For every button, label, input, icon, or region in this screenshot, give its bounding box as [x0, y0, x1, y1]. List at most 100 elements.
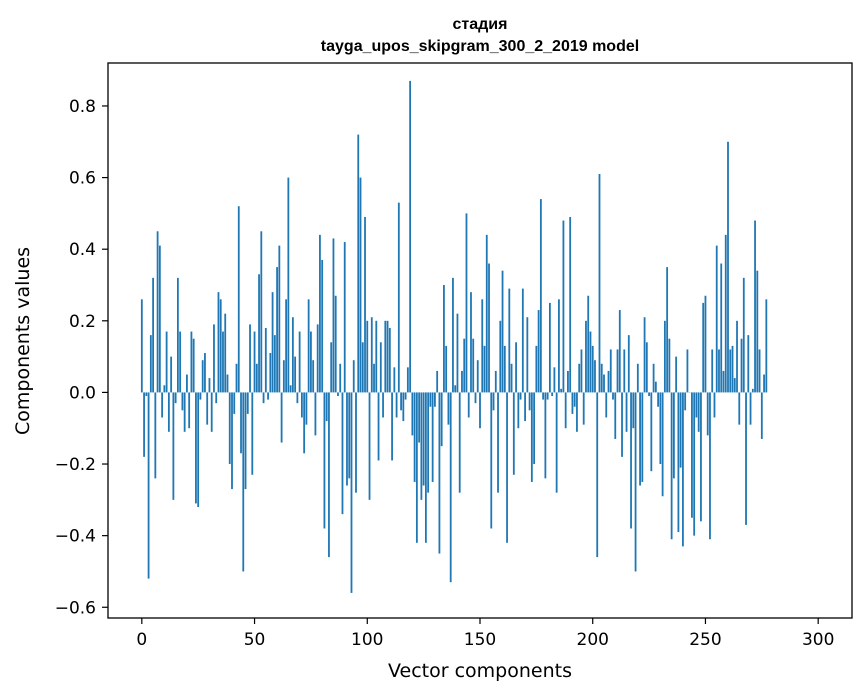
bar: [731, 345, 734, 393]
bar: [706, 392, 709, 436]
bar: [431, 392, 434, 482]
bar: [246, 392, 249, 414]
bar: [154, 392, 157, 479]
bar: [675, 356, 678, 393]
bar: [720, 263, 723, 393]
bar: [305, 392, 308, 425]
bar: [508, 288, 511, 393]
bar: [147, 392, 150, 579]
bar: [571, 392, 574, 414]
bar: [172, 392, 175, 500]
x-axis-label: Vector components: [388, 660, 572, 682]
x-tick-label: 250: [689, 630, 721, 650]
bar: [740, 338, 743, 393]
bar: [598, 174, 601, 393]
bar: [519, 392, 522, 400]
bar: [226, 374, 229, 393]
bar: [693, 392, 696, 536]
bar: [738, 392, 741, 425]
bar: [296, 392, 299, 404]
bar: [564, 392, 567, 429]
bar: [379, 342, 382, 393]
bar: [594, 360, 596, 393]
bar: [210, 392, 213, 432]
bar: [465, 213, 468, 393]
bar: [228, 392, 231, 465]
bar: [294, 356, 297, 393]
bar: [510, 363, 513, 393]
bar: [704, 295, 707, 393]
bar: [684, 392, 687, 411]
bar: [758, 349, 761, 393]
bar: [158, 245, 161, 393]
bar: [242, 392, 245, 572]
bar: [567, 370, 569, 393]
bar: [343, 242, 346, 393]
bar: [163, 385, 166, 393]
bar: [576, 392, 578, 432]
bar: [330, 342, 333, 393]
bar: [679, 392, 682, 468]
bar: [312, 360, 315, 393]
y-tick-label: 0.8: [69, 97, 96, 117]
bar: [287, 177, 290, 393]
bar: [361, 342, 364, 393]
x-tick-label: 0: [136, 630, 147, 650]
y-tick-label: −0.6: [55, 598, 96, 618]
bar: [521, 288, 524, 393]
bar: [440, 392, 443, 447]
bar: [443, 285, 445, 393]
chart-title-line1: стадия: [453, 16, 508, 33]
bar: [648, 392, 650, 396]
bar: [467, 392, 470, 418]
bar: [763, 374, 765, 393]
bar: [670, 392, 673, 540]
bar: [235, 363, 238, 393]
bar: [289, 385, 292, 393]
bar: [751, 388, 754, 393]
bar: [388, 327, 391, 393]
bar: [262, 392, 265, 404]
bar: [240, 392, 242, 454]
bar: [447, 392, 450, 425]
bar: [337, 392, 339, 396]
bar: [204, 353, 206, 393]
bar: [569, 216, 572, 393]
bar: [452, 277, 454, 393]
bar: [461, 370, 463, 393]
bar: [715, 245, 718, 393]
bar: [472, 338, 475, 393]
bar: [276, 267, 278, 393]
bar: [490, 392, 493, 529]
bar: [760, 392, 763, 439]
bar: [332, 238, 335, 393]
bar: [217, 292, 220, 393]
bar: [506, 392, 508, 543]
bar: [359, 177, 362, 393]
bar: [310, 331, 312, 393]
bar: [528, 392, 531, 411]
bar: [470, 292, 472, 393]
bar: [366, 320, 369, 393]
bar: [596, 392, 599, 558]
bar: [269, 353, 272, 393]
bar: [702, 302, 705, 393]
bar: [463, 338, 466, 393]
bar: [672, 392, 675, 479]
bar: [357, 134, 360, 393]
bar: [181, 392, 184, 411]
y-tick-label: 0.4: [69, 240, 96, 260]
bar: [346, 392, 348, 486]
bar: [370, 317, 373, 393]
bar: [718, 349, 720, 393]
bar: [542, 392, 545, 400]
bar: [373, 363, 375, 393]
bar: [384, 320, 387, 393]
bar: [700, 392, 702, 522]
y-tick-label: −0.2: [55, 455, 96, 475]
bar: [190, 331, 193, 393]
x-tick-label: 200: [577, 630, 609, 650]
bar: [176, 277, 179, 393]
bar: [368, 392, 371, 500]
